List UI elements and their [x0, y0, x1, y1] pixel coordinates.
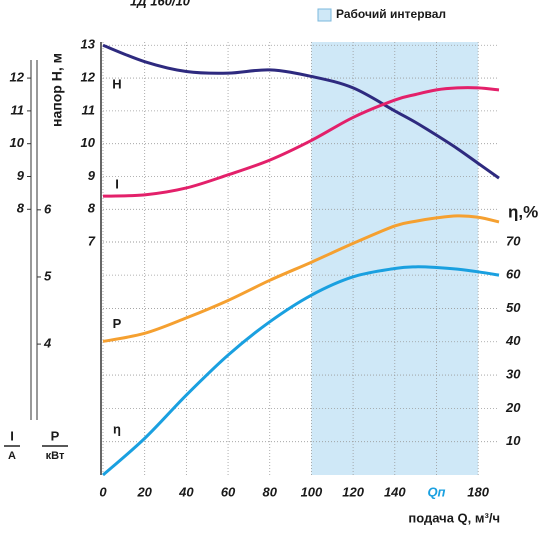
y2-tick-label: 30	[506, 367, 521, 382]
y2-tick-label: 20	[505, 400, 521, 415]
y2-tick-label: 10	[506, 433, 521, 448]
x-tick-label: 60	[221, 484, 236, 499]
x-tick-label: 20	[136, 484, 152, 499]
y-tick-label: 12	[81, 70, 96, 85]
legend-label: Рабочий интервал	[336, 7, 446, 21]
y4-tick-label: 5	[44, 268, 52, 283]
y3-tick-label: 12	[10, 70, 25, 85]
series-label: H	[112, 77, 121, 92]
series-label: P	[113, 316, 122, 331]
series-line	[102, 265, 500, 477]
y-tick-label: 8	[88, 201, 96, 216]
y3-axis-unit: А	[8, 450, 16, 462]
y-tick-label: 11	[82, 102, 96, 117]
legend-swatch	[317, 8, 332, 22]
chart-title: 1Д 160/10	[130, 0, 191, 8]
y4-axis-unit: кВт	[46, 450, 65, 462]
y3-tick-label: 11	[11, 102, 25, 117]
x-axis-title: подача Q, м³/ч	[408, 510, 500, 525]
x-tick-label: 40	[178, 484, 194, 499]
y2-tick-label: 40	[505, 333, 521, 348]
x-tick-label: 120	[342, 484, 364, 499]
y2-tick-label: 70	[506, 233, 521, 248]
y-axis-title: напор H, м	[49, 53, 65, 127]
x-tick-label: 180	[467, 484, 489, 499]
y2-axis-title: η,%	[508, 202, 538, 221]
x-tick-label: 140	[384, 484, 406, 499]
series-line	[102, 43, 500, 180]
x-tick-label: 0	[99, 484, 107, 499]
y3-axis-title: I	[10, 428, 14, 443]
y-tick-label: 13	[81, 37, 96, 52]
series-line	[102, 214, 500, 343]
y-tick-label: 7	[88, 234, 96, 249]
x-tick-label: 100	[301, 484, 323, 499]
x-tick-label: 80	[263, 484, 278, 499]
y4-axis-title: P	[51, 428, 60, 443]
y3-tick-label: 10	[10, 135, 25, 150]
series-label: I	[115, 177, 119, 192]
y2-tick-label: 60	[506, 267, 521, 282]
y-tick-label: 9	[88, 168, 96, 183]
y3-tick-label: 8	[17, 201, 25, 216]
series-line	[102, 86, 500, 198]
y4-tick-label: 4	[43, 336, 52, 351]
y3-tick-label: 9	[17, 168, 25, 183]
series-label: η	[113, 421, 121, 436]
y-tick-label: 10	[81, 135, 96, 150]
x-tick-label: Qп	[427, 484, 445, 499]
y2-tick-label: 50	[506, 300, 521, 315]
y4-tick-label: 6	[44, 201, 52, 216]
